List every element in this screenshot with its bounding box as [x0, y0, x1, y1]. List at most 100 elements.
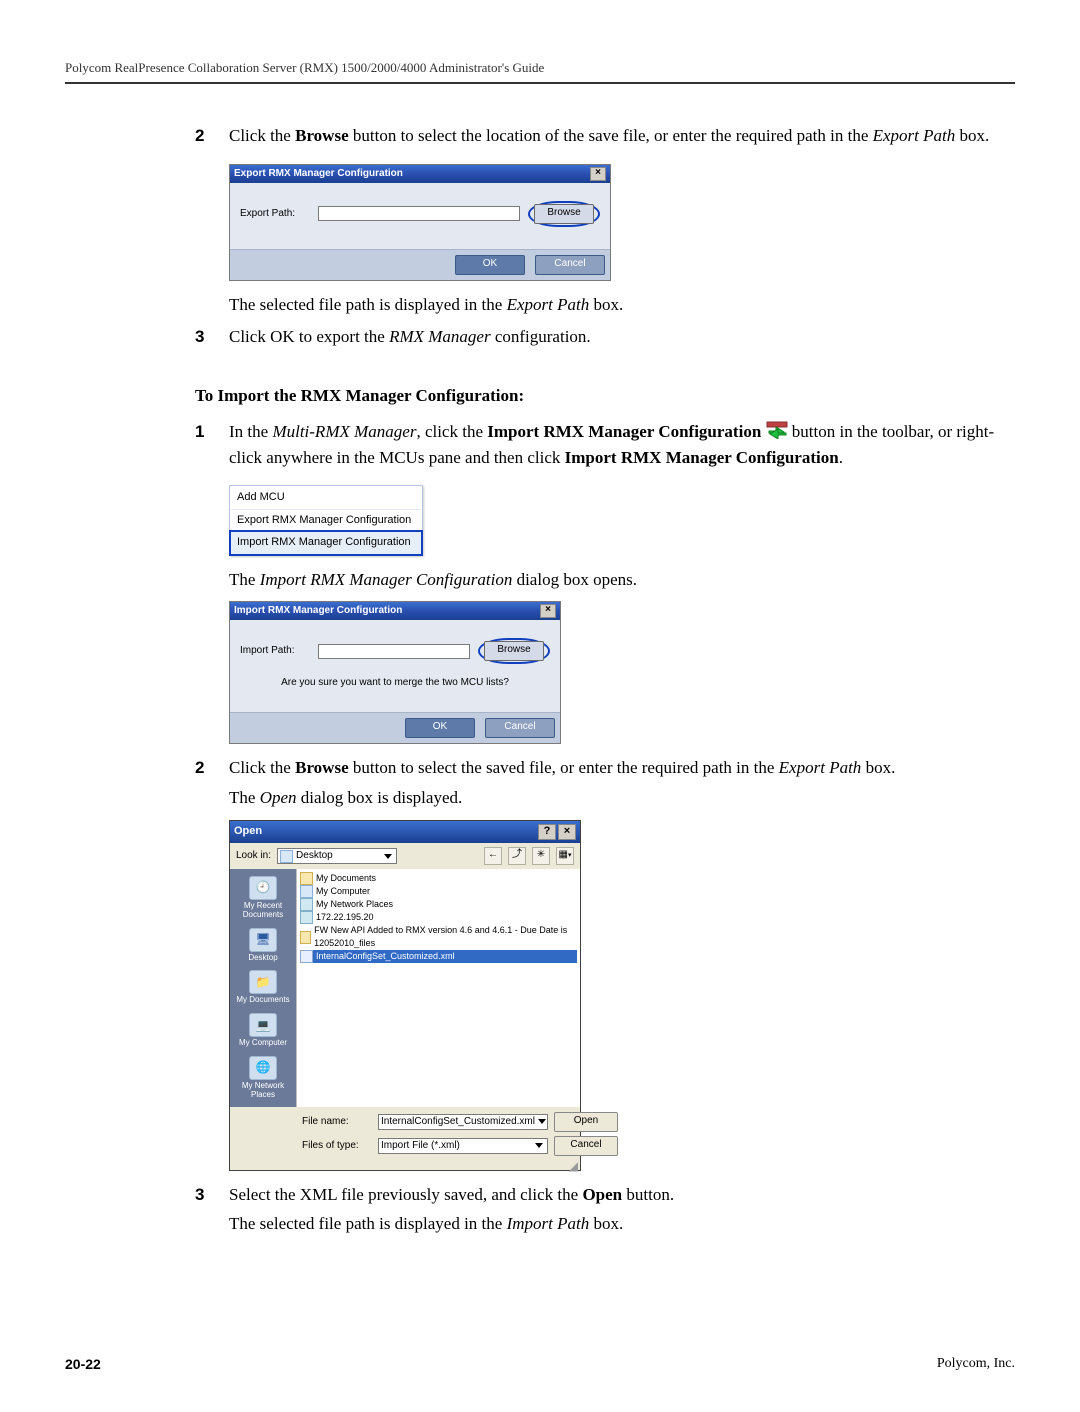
network-icon: 🌐	[249, 1056, 277, 1080]
step-number: 2	[195, 124, 229, 154]
back-icon[interactable]: ←	[484, 847, 502, 865]
host-icon	[300, 911, 313, 924]
text: button to select the saved file, or ente…	[349, 758, 779, 777]
file-item-selected[interactable]: InternalConfigSet_Customized.xml	[300, 950, 577, 963]
menu-item-import[interactable]: Import RMX Manager Configuration	[231, 532, 421, 553]
recent-icon: 🕘	[249, 876, 277, 900]
places-bar: 🕘My Recent Documents 🖥Desktop 📁My Docume…	[230, 869, 296, 1107]
file-label: My Documents	[316, 872, 376, 885]
new-folder-icon[interactable]: ✳	[532, 847, 550, 865]
export-path-input[interactable]	[318, 206, 520, 221]
views-icon[interactable]: ▦▾	[556, 847, 574, 865]
ok-button[interactable]: OK	[405, 718, 475, 738]
import-path-label: Import Path:	[240, 644, 310, 658]
page-header: Polycom RealPresence Collaboration Serve…	[65, 60, 1015, 76]
place-mynet[interactable]: 🌐My Network Places	[230, 1053, 296, 1103]
text-bold: Browse	[295, 126, 349, 145]
text: dialog box opens.	[512, 570, 637, 589]
text: button.	[622, 1185, 674, 1204]
browse-button[interactable]: Browse	[534, 204, 594, 224]
file-label: My Computer	[316, 885, 370, 898]
menu-item-add-mcu[interactable]: Add MCU	[231, 487, 421, 509]
resize-grip-icon[interactable]: ◢	[230, 1162, 580, 1170]
place-mycomp[interactable]: 💻My Computer	[230, 1010, 296, 1051]
file-list[interactable]: My Documents My Computer My Network Plac…	[296, 869, 580, 1107]
file-item[interactable]: My Documents	[300, 872, 577, 885]
chevron-down-icon	[535, 1143, 543, 1148]
text: , click the	[416, 422, 487, 441]
ok-button[interactable]: OK	[455, 255, 525, 275]
text-bold: Import RMX Manager Configuration	[565, 448, 839, 467]
network-icon	[300, 898, 313, 911]
filetype-value: Import File (*.xml)	[381, 1139, 460, 1153]
place-desktop[interactable]: 🖥Desktop	[230, 925, 296, 966]
text: button to select the location of the sav…	[349, 126, 873, 145]
section-title-import: To Import the RMX Manager Configuration:	[195, 384, 1015, 408]
text: Select the XML file previously saved, an…	[229, 1185, 582, 1204]
cancel-button[interactable]: Cancel	[485, 718, 555, 738]
place-mydocs[interactable]: 📁My Documents	[230, 967, 296, 1008]
import-dialog: Import RMX Manager Configuration × Impor…	[229, 601, 561, 744]
dialog-title: Import RMX Manager Configuration	[234, 604, 402, 618]
file-item[interactable]: FW New API Added to RMX version 4.6 and …	[300, 924, 577, 950]
file-item[interactable]: My Network Places	[300, 898, 577, 911]
export-path-label: Export Path:	[240, 207, 310, 221]
text-bold: Browse	[295, 758, 349, 777]
import-path-input[interactable]	[318, 644, 470, 659]
footer-company: Polycom, Inc.	[937, 1356, 1015, 1372]
computer-icon: 💻	[249, 1013, 277, 1037]
text: Click OK to export the	[229, 327, 389, 346]
up-icon[interactable]: ⤴	[508, 847, 526, 865]
header-rule	[65, 82, 1015, 84]
chevron-down-icon	[538, 1119, 546, 1124]
text-italic: Import Path	[507, 1214, 590, 1233]
step-number: 3	[195, 1183, 229, 1213]
step-3-import: 3 Select the XML file previously saved, …	[195, 1183, 1015, 1213]
text: box.	[589, 1214, 623, 1233]
place-label: Desktop	[248, 953, 277, 962]
file-label: InternalConfigSet_Customized.xml	[316, 950, 455, 963]
open-button[interactable]: Open	[554, 1112, 618, 1132]
text: Click the	[229, 126, 295, 145]
file-label: FW New API Added to RMX version 4.6 and …	[314, 924, 577, 950]
filetype-select[interactable]: Import File (*.xml)	[378, 1138, 548, 1154]
text-bold: Open	[582, 1185, 622, 1204]
browse-button[interactable]: Browse	[484, 641, 544, 661]
step-number: 1	[195, 420, 229, 475]
text-italic: Export Path	[873, 126, 956, 145]
text: The selected file path is displayed in t…	[229, 1214, 507, 1233]
close-icon[interactable]: ×	[540, 604, 556, 618]
text-italic: Export Path	[507, 295, 590, 314]
place-recent[interactable]: 🕘My Recent Documents	[230, 873, 296, 923]
place-label: My Computer	[239, 1038, 287, 1047]
cancel-button[interactable]: Cancel	[535, 255, 605, 275]
text-italic: Open	[260, 788, 297, 807]
context-menu: Add MCU Export RMX Manager Configuration…	[229, 485, 423, 555]
text-italic: Import RMX Manager Configuration	[260, 570, 513, 589]
close-icon[interactable]: ×	[590, 167, 606, 181]
lookin-select[interactable]: Desktop	[277, 848, 397, 864]
filename-select[interactable]: InternalConfigSet_Customized.xml	[378, 1114, 548, 1130]
text: .	[839, 448, 843, 467]
text: The selected file path is displayed in t…	[229, 295, 507, 314]
text-italic: RMX Manager	[389, 327, 491, 346]
file-item[interactable]: 172.22.195.20	[300, 911, 577, 924]
file-label: My Network Places	[316, 898, 393, 911]
menu-item-export[interactable]: Export RMX Manager Configuration	[231, 510, 421, 532]
open-dialog: Open ? × Look in: Desktop ← ⤴	[229, 820, 581, 1171]
place-label: My Network Places	[242, 1081, 284, 1099]
close-icon[interactable]: ×	[558, 824, 576, 840]
page-number: 20-22	[65, 1356, 101, 1372]
text: In the	[229, 422, 272, 441]
text: dialog box is displayed.	[297, 788, 463, 807]
step-number: 3	[195, 325, 229, 355]
text: configuration.	[491, 327, 591, 346]
text: The	[229, 570, 260, 589]
folder-icon	[300, 931, 311, 944]
file-item[interactable]: My Computer	[300, 885, 577, 898]
folder-icon: 📁	[249, 970, 277, 994]
text: box.	[589, 295, 623, 314]
cancel-button[interactable]: Cancel	[554, 1136, 618, 1156]
help-icon[interactable]: ?	[538, 824, 556, 840]
dialog-message: Are you sure you want to merge the two M…	[240, 676, 550, 690]
